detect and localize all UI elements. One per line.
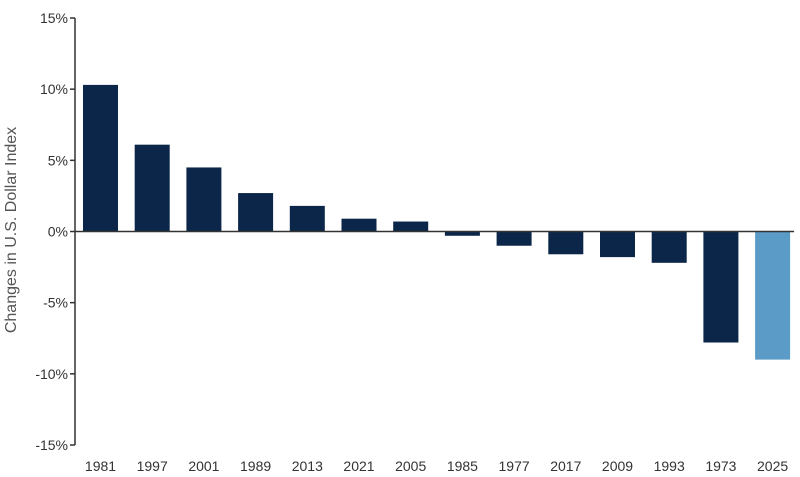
bar-2025 bbox=[755, 231, 791, 360]
bar-2017 bbox=[548, 231, 584, 255]
bar-1985 bbox=[444, 231, 480, 236]
x-tick-label: 2021 bbox=[343, 458, 374, 474]
bar-1977 bbox=[496, 231, 532, 246]
x-tick-label: 2025 bbox=[757, 458, 788, 474]
bar-2005 bbox=[393, 221, 429, 232]
x-tick-label: 1997 bbox=[137, 458, 168, 474]
y-axis: 15% 10% 5% 0% -5% -10% -15% bbox=[35, 10, 76, 453]
x-tick-label: 1989 bbox=[240, 458, 271, 474]
x-tick-label: 2017 bbox=[550, 458, 581, 474]
x-axis-labels: 1981 1997 2001 1989 2013 2021 2005 1985 1977 2017… bbox=[85, 458, 788, 474]
y-tick-label: -10% bbox=[35, 366, 68, 382]
x-tick-label: 1977 bbox=[499, 458, 530, 474]
bar-2021 bbox=[341, 218, 377, 232]
bar-1997 bbox=[134, 144, 170, 232]
x-tick-label: 2001 bbox=[188, 458, 219, 474]
y-tick-label: 0% bbox=[48, 224, 68, 240]
bar-2001 bbox=[186, 167, 222, 232]
y-tick-label: 10% bbox=[40, 81, 68, 97]
y-tick-label: 15% bbox=[40, 10, 68, 26]
bar-1981 bbox=[83, 84, 118, 232]
x-tick-label: 1973 bbox=[705, 458, 736, 474]
y-tick-label: 5% bbox=[48, 152, 68, 168]
bar-1989 bbox=[238, 193, 274, 232]
bar-1973 bbox=[703, 231, 739, 343]
bar-2009 bbox=[600, 231, 635, 258]
bar-2013 bbox=[289, 205, 325, 232]
bar-1993 bbox=[651, 231, 687, 263]
bars bbox=[75, 84, 795, 360]
x-tick-label: 1993 bbox=[654, 458, 685, 474]
y-axis-label: Changes in U.S. Dollar Index bbox=[3, 127, 20, 333]
x-tick-label: 2013 bbox=[292, 458, 323, 474]
y-tick-label: -15% bbox=[35, 437, 68, 453]
x-tick-label: 2009 bbox=[602, 458, 633, 474]
x-tick-label: 1981 bbox=[85, 458, 116, 474]
x-tick-label: 1985 bbox=[447, 458, 478, 474]
y-tick-label: -5% bbox=[43, 295, 68, 311]
x-tick-label: 2005 bbox=[395, 458, 426, 474]
